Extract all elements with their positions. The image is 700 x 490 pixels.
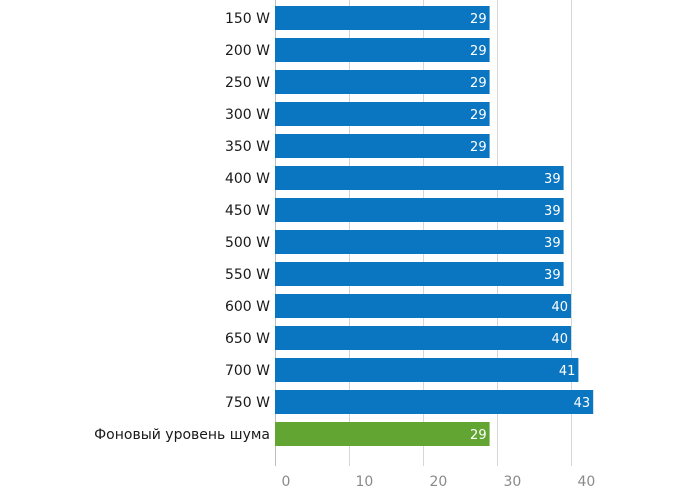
bar — [275, 6, 490, 30]
bar — [275, 294, 571, 318]
bar — [275, 70, 490, 94]
bar — [275, 390, 594, 414]
x-tick-label: 0 — [282, 474, 291, 490]
data-label: 29 — [470, 44, 487, 59]
category-label: 400 W — [225, 171, 270, 187]
category-label: 750 W — [225, 395, 270, 411]
category-label: 500 W — [225, 235, 270, 251]
category-label: 200 W — [225, 43, 270, 59]
category-label: 600 W — [225, 299, 270, 315]
x-axis-ticks: 0 10 20 30 40 — [282, 474, 596, 490]
data-label: 39 — [544, 268, 561, 283]
data-label: 39 — [544, 172, 561, 187]
bar — [275, 422, 490, 446]
data-label: 29 — [470, 428, 487, 443]
x-tick-label: 20 — [430, 474, 448, 490]
bar — [275, 230, 564, 254]
category-label: 550 W — [225, 267, 270, 283]
data-label: 29 — [470, 108, 487, 123]
data-label: 41 — [559, 364, 576, 379]
category-label: 150 W — [225, 11, 270, 27]
bar — [275, 134, 490, 158]
x-tick-label: 10 — [356, 474, 374, 490]
x-tick-label: 30 — [504, 474, 522, 490]
data-label: 40 — [551, 300, 568, 315]
category-labels: 150 W 200 W 250 W 300 W 350 W 400 W 450 W 500 W… — [94, 11, 270, 443]
data-label: 29 — [470, 12, 487, 27]
data-label: 40 — [551, 332, 568, 347]
data-label: 39 — [544, 236, 561, 251]
category-label: 700 W — [225, 363, 270, 379]
bar — [275, 198, 564, 222]
bar — [275, 358, 579, 382]
bar — [275, 166, 564, 190]
category-label: 450 W — [225, 203, 270, 219]
category-label: 350 W — [225, 139, 270, 155]
bar — [275, 326, 571, 350]
data-label: 29 — [470, 76, 487, 91]
bars — [275, 6, 594, 446]
bar — [275, 102, 490, 126]
value-labels: 29 29 29 29 29 39 39 39 39 40 40 41 43 29 — [470, 12, 590, 443]
data-label: 29 — [470, 140, 487, 155]
category-label: 300 W — [225, 107, 270, 123]
data-label: 43 — [574, 396, 591, 411]
x-tick-label: 40 — [578, 474, 596, 490]
category-label: Фоновый уровень шума — [94, 427, 270, 443]
category-label: 650 W — [225, 331, 270, 347]
bar — [275, 38, 490, 62]
category-label: 250 W — [225, 75, 270, 91]
bar — [275, 262, 564, 286]
data-label: 39 — [544, 204, 561, 219]
